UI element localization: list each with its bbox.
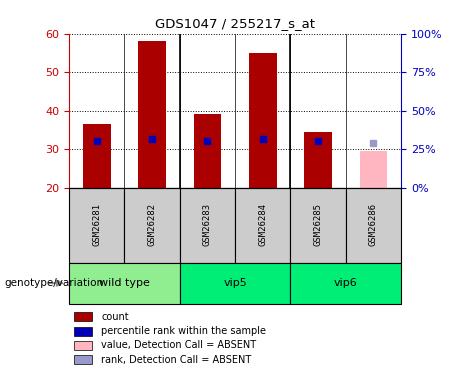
Bar	[194, 114, 221, 188]
Bar	[360, 151, 387, 188]
Text: GSM26285: GSM26285	[313, 204, 323, 246]
Text: vip6: vip6	[334, 278, 358, 288]
Text: rank, Detection Call = ABSENT: rank, Detection Call = ABSENT	[101, 355, 252, 364]
Bar	[180, 188, 235, 262]
Text: percentile rank within the sample: percentile rank within the sample	[101, 326, 266, 336]
Bar	[83, 124, 111, 188]
Bar	[235, 188, 290, 262]
Text: GSM26281: GSM26281	[92, 204, 101, 246]
Text: GSM26284: GSM26284	[258, 204, 267, 246]
Text: genotype/variation: genotype/variation	[5, 278, 104, 288]
Title: GDS1047 / 255217_s_at: GDS1047 / 255217_s_at	[155, 17, 315, 30]
Text: value, Detection Call = ABSENT: value, Detection Call = ABSENT	[101, 340, 256, 350]
Bar	[290, 262, 401, 304]
Text: count: count	[101, 312, 129, 322]
Bar	[290, 188, 346, 262]
Bar	[346, 188, 401, 262]
Text: GSM26283: GSM26283	[203, 204, 212, 246]
Bar	[69, 188, 124, 262]
Bar	[69, 262, 180, 304]
Bar	[124, 188, 180, 262]
Bar	[138, 42, 166, 188]
Text: wild type: wild type	[99, 278, 150, 288]
Text: GSM26282: GSM26282	[148, 204, 157, 246]
Text: GSM26286: GSM26286	[369, 204, 378, 246]
Bar	[304, 132, 332, 188]
Text: vip5: vip5	[223, 278, 247, 288]
Bar	[180, 262, 290, 304]
Bar	[249, 53, 277, 188]
